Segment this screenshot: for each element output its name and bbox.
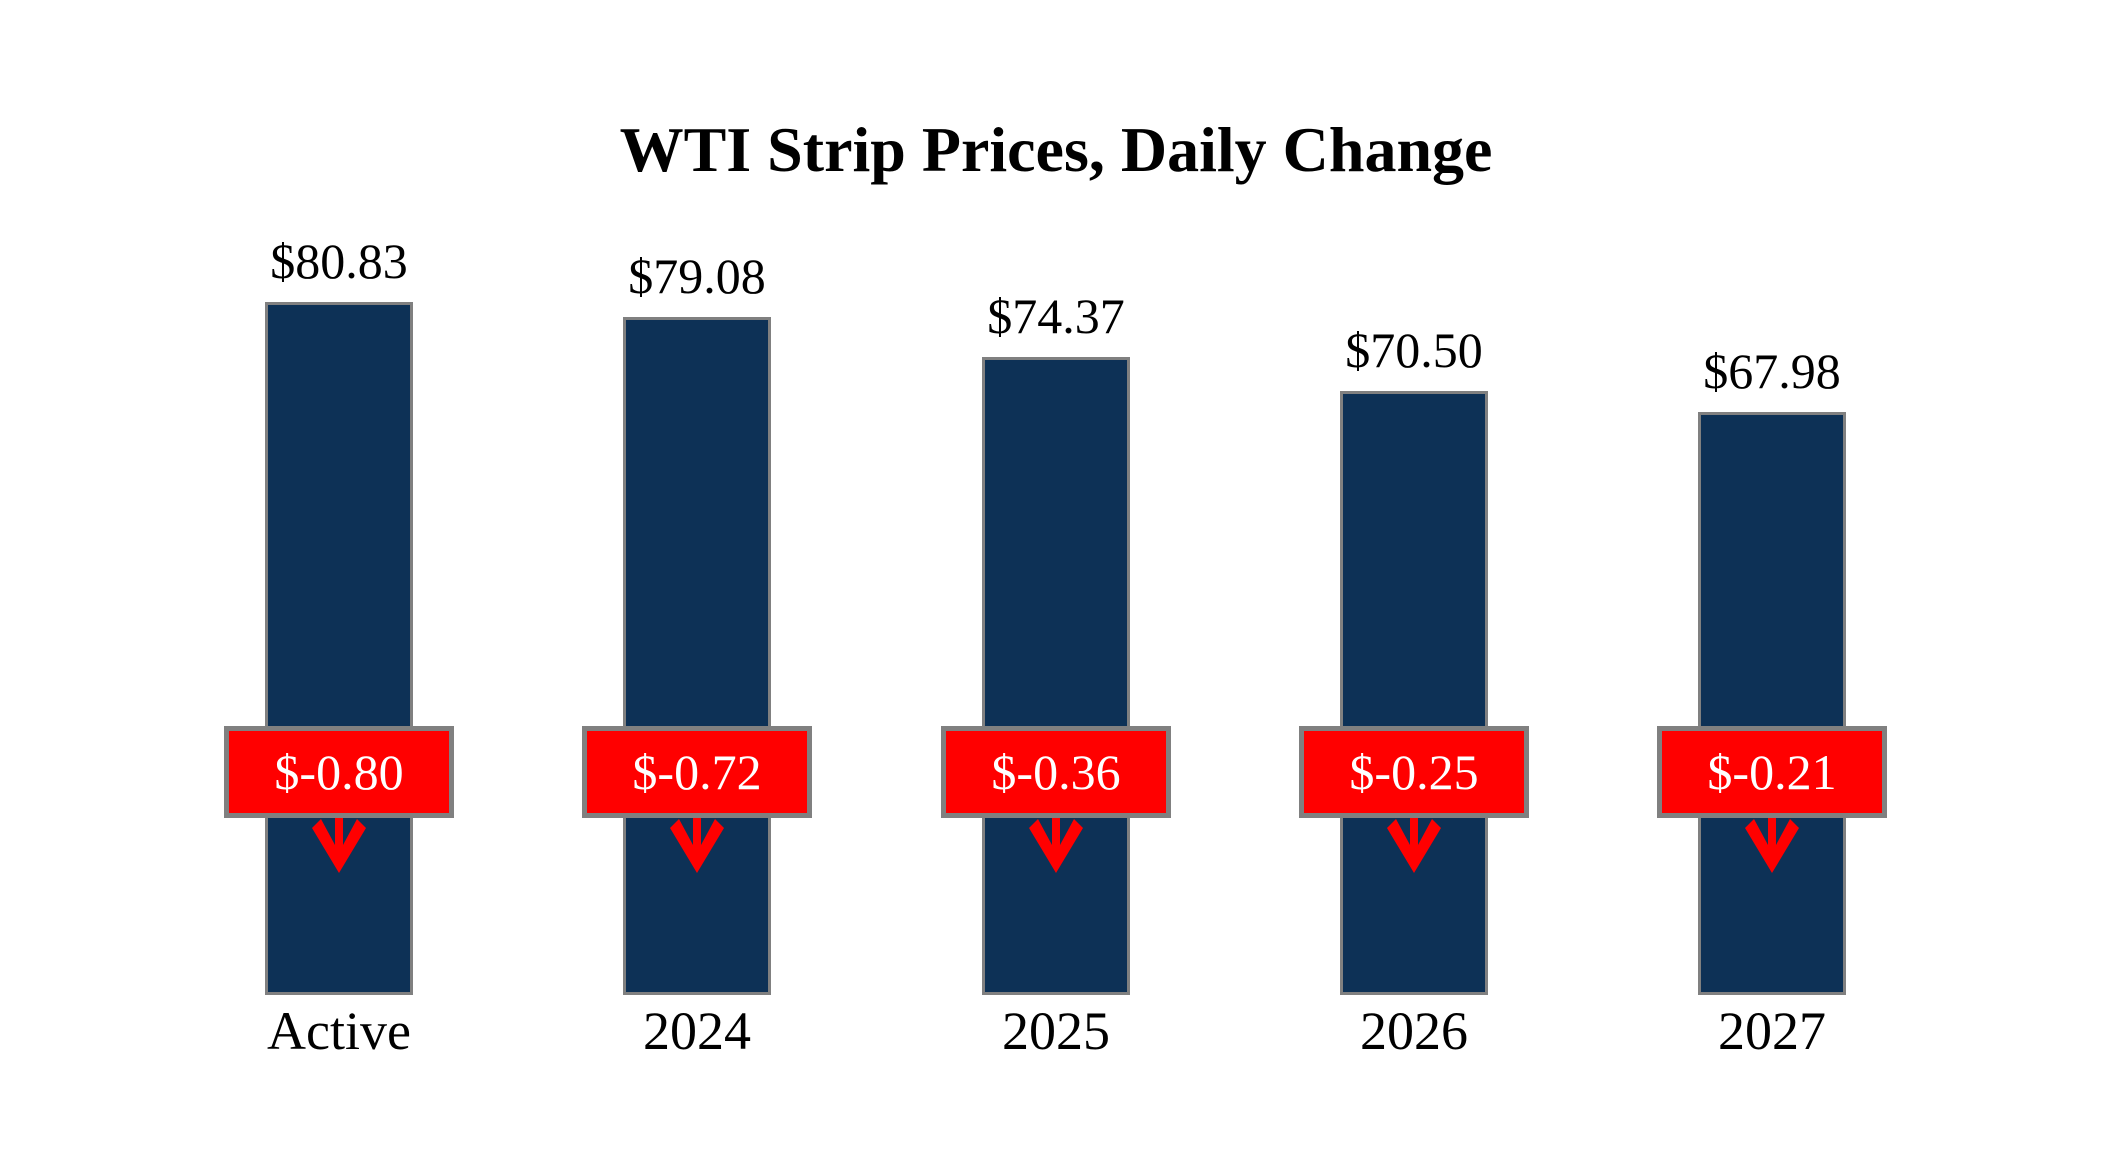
bar xyxy=(623,317,771,995)
category-label: 2026 xyxy=(1360,1001,1468,1061)
category-label: 2025 xyxy=(1002,1001,1110,1061)
change-badge: $-0.21 xyxy=(1657,726,1887,818)
bar-value-label: $80.83 xyxy=(270,233,408,289)
bar xyxy=(265,302,413,995)
down-arrow-icon xyxy=(670,818,724,873)
down-arrow-icon xyxy=(312,818,366,873)
bar-value-label: $70.50 xyxy=(1345,322,1483,378)
category-label: 2027 xyxy=(1718,1001,1826,1061)
bar-value-label: $79.08 xyxy=(628,248,766,304)
bar xyxy=(1340,391,1488,995)
change-badge: $-0.36 xyxy=(941,726,1171,818)
change-badge: $-0.80 xyxy=(224,726,454,818)
down-arrow-icon xyxy=(1387,818,1441,873)
change-badge: $-0.25 xyxy=(1299,726,1529,818)
down-arrow-icon xyxy=(1029,818,1083,873)
change-badge: $-0.72 xyxy=(582,726,812,818)
change-badge-label: $-0.80 xyxy=(274,744,404,800)
down-arrow-icon xyxy=(1745,818,1799,873)
change-badge-label: $-0.72 xyxy=(632,744,762,800)
category-label: 2024 xyxy=(643,1001,751,1061)
change-badge-label: $-0.36 xyxy=(991,744,1121,800)
bar-value-label: $74.37 xyxy=(987,288,1125,344)
category-label: Active xyxy=(267,1001,411,1061)
change-badge-label: $-0.21 xyxy=(1707,744,1837,800)
change-badge-label: $-0.25 xyxy=(1349,744,1479,800)
chart-title: WTI Strip Prices, Daily Change xyxy=(619,114,1493,185)
bar xyxy=(982,357,1130,995)
bar-value-label: $67.98 xyxy=(1703,343,1841,399)
bar xyxy=(1698,412,1846,995)
